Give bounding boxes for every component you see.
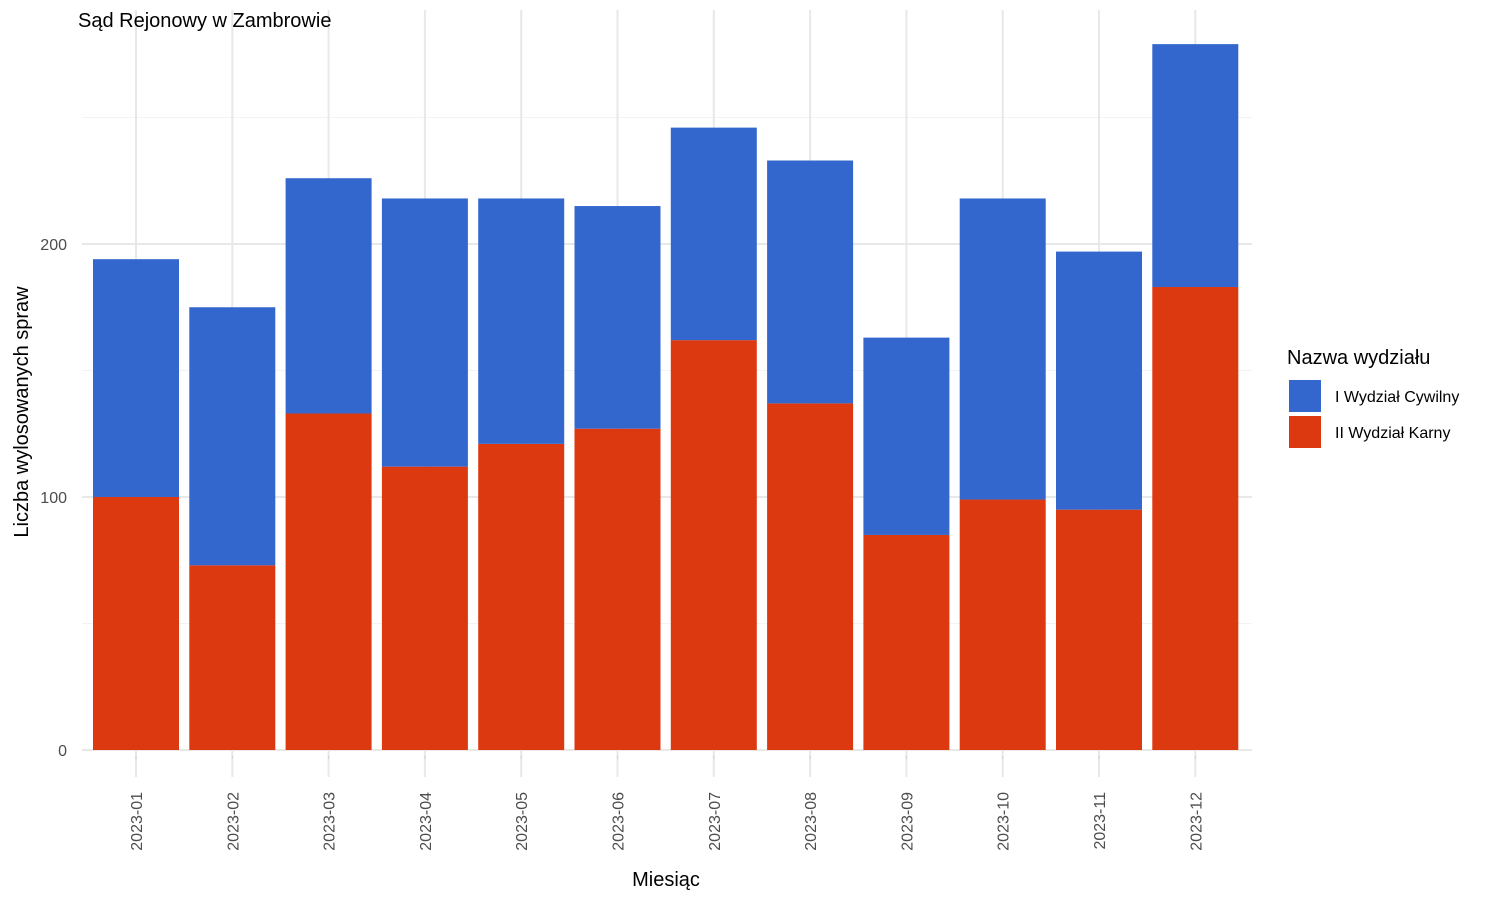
x-tick-label: 2023-11 bbox=[1092, 792, 1109, 850]
legend-title: Nazwa wydziału bbox=[1287, 347, 1430, 369]
x-tick-label: 2023-08 bbox=[803, 792, 820, 851]
bar-karny bbox=[478, 443, 565, 750]
bar-karny bbox=[1056, 509, 1142, 750]
legend: Nazwa wydziału I Wydział Cywilny II Wydzi… bbox=[1287, 347, 1459, 448]
bar-cywilny bbox=[381, 198, 468, 467]
bar-karny bbox=[863, 534, 950, 750]
legend-label: II Wydział Karny bbox=[1335, 425, 1450, 442]
x-tick-label: 2023-06 bbox=[611, 792, 628, 851]
bar-cywilny bbox=[285, 178, 372, 414]
bar-cywilny bbox=[189, 307, 276, 566]
x-tick-label: 2023-12 bbox=[1188, 792, 1205, 851]
bar-karny bbox=[381, 466, 468, 750]
y-tick-label: 200 bbox=[40, 237, 67, 254]
x-tick-label: 2023-04 bbox=[418, 792, 435, 851]
bar-karny bbox=[1152, 287, 1239, 750]
bar-cywilny bbox=[574, 206, 661, 429]
y-tick-label: 0 bbox=[58, 743, 67, 760]
x-tick-label: 2023-01 bbox=[129, 792, 146, 851]
bar-cywilny bbox=[863, 337, 950, 535]
chart-title: Sąd Rejonowy w Zambrowie bbox=[78, 10, 331, 32]
bar-cywilny bbox=[478, 198, 565, 444]
x-tick-label: 2023-09 bbox=[899, 792, 916, 851]
y-axis: 0 100 200 bbox=[40, 237, 67, 760]
bar-karny bbox=[959, 499, 1046, 750]
bar-karny bbox=[670, 340, 757, 750]
bar-karny bbox=[285, 413, 372, 750]
bar-karny bbox=[93, 497, 179, 750]
x-tick-label: 2023-07 bbox=[707, 792, 724, 851]
legend-label: I Wydział Cywilny bbox=[1335, 389, 1459, 406]
bar-karny bbox=[574, 428, 661, 750]
bars bbox=[93, 44, 1239, 750]
x-tick-label: 2023-02 bbox=[225, 792, 242, 851]
legend-swatch bbox=[1289, 416, 1321, 448]
x-tick-label: 2023-05 bbox=[514, 792, 531, 851]
bar-karny bbox=[767, 403, 854, 750]
bar-cywilny bbox=[93, 259, 179, 497]
bar-cywilny bbox=[670, 127, 757, 341]
x-axis-label: Miesiąc bbox=[632, 869, 700, 891]
y-tick-label: 100 bbox=[40, 490, 67, 507]
y-axis-label: Liczba wylosowanych spraw bbox=[11, 286, 33, 538]
bar-cywilny bbox=[959, 198, 1046, 500]
bar-cywilny bbox=[1056, 251, 1142, 510]
x-tick-label: 2023-03 bbox=[322, 792, 339, 851]
bar-cywilny bbox=[767, 160, 854, 404]
x-tick-label: 2023-10 bbox=[996, 792, 1013, 851]
bar-cywilny bbox=[1152, 44, 1239, 288]
legend-swatch bbox=[1289, 380, 1321, 412]
x-axis: 2023-01 2023-02 2023-03 2023-04 2023-05 2023-… bbox=[129, 756, 1205, 851]
bar-karny bbox=[189, 565, 276, 750]
